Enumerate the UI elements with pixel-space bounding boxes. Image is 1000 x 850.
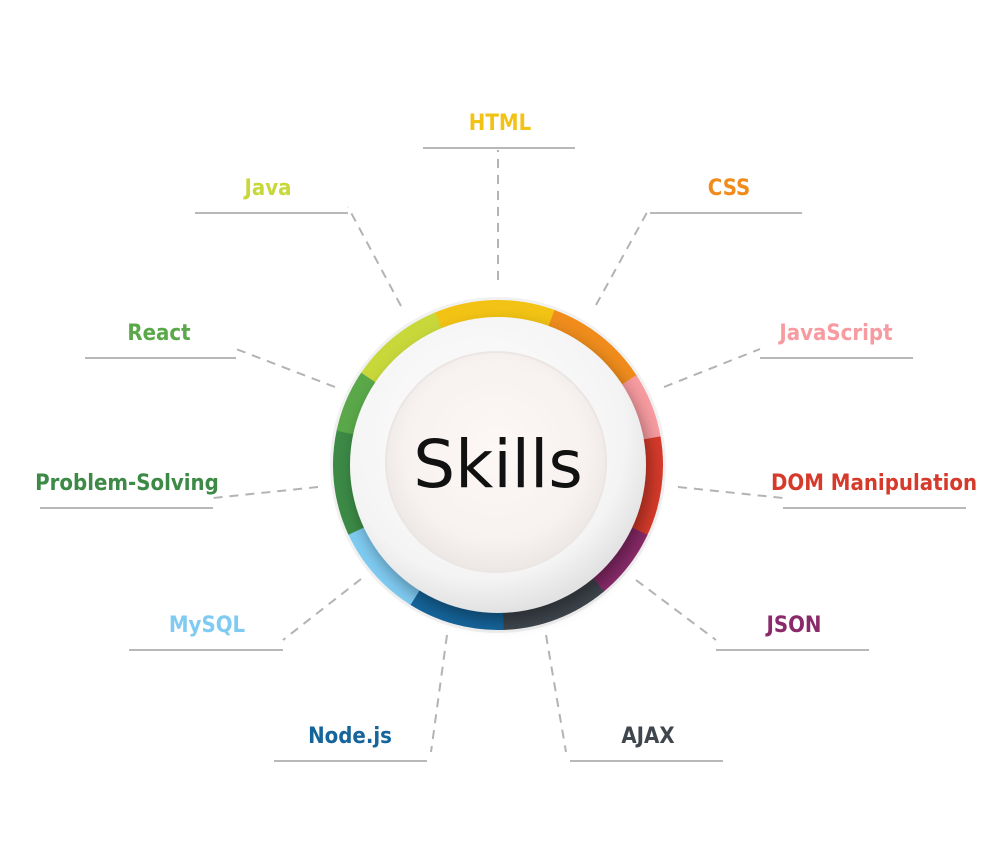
skill-labels: HTML CSS JavaScript DOM Manipulation JSON AJA… [35, 111, 977, 762]
skill-label-ajax: AJAX [621, 724, 674, 749]
ring-segment-json [585, 523, 648, 593]
skill-label-nodejs: Node.js [308, 724, 392, 749]
connector-nodejs [430, 634, 448, 753]
ring-segment-css [545, 309, 638, 391]
connector-javascript [663, 348, 761, 388]
ring-segment-dom [623, 436, 663, 537]
ring-segment-react [336, 371, 384, 437]
connector-mysql [282, 578, 362, 641]
ring-segment-java [361, 312, 446, 388]
connector-react [235, 348, 336, 388]
center-title: Skills [413, 426, 583, 503]
skill-label-javascript: JavaScript [777, 321, 893, 346]
ring-segment-javascript [614, 375, 661, 443]
skill-label-java: Java [243, 176, 292, 201]
skill-label-css: CSS [708, 176, 750, 201]
connector-css [595, 206, 651, 306]
ring-segment-problem [333, 429, 373, 535]
center-disc [385, 351, 607, 573]
skills-ring [330, 297, 666, 633]
skill-label-json: JSON [765, 613, 822, 638]
skill-label-mysql: MySQL [169, 613, 246, 638]
connector-java [347, 206, 402, 307]
connector-dom [677, 486, 784, 499]
ring-segment-nodejs [409, 581, 504, 630]
connector-problem [212, 486, 319, 499]
ring-segment-mysql [347, 522, 425, 605]
ring-segment-html [433, 300, 557, 338]
skill-label-html: HTML [469, 111, 532, 136]
skill-label-dom: DOM Manipulation [771, 471, 977, 496]
ring-segment-ajax [501, 571, 605, 630]
skill-label-problem: Problem-Solving [35, 471, 219, 496]
skill-label-react: React [127, 321, 191, 346]
connector-lines [212, 150, 784, 753]
connector-json [635, 579, 717, 641]
connector-ajax [545, 634, 567, 753]
